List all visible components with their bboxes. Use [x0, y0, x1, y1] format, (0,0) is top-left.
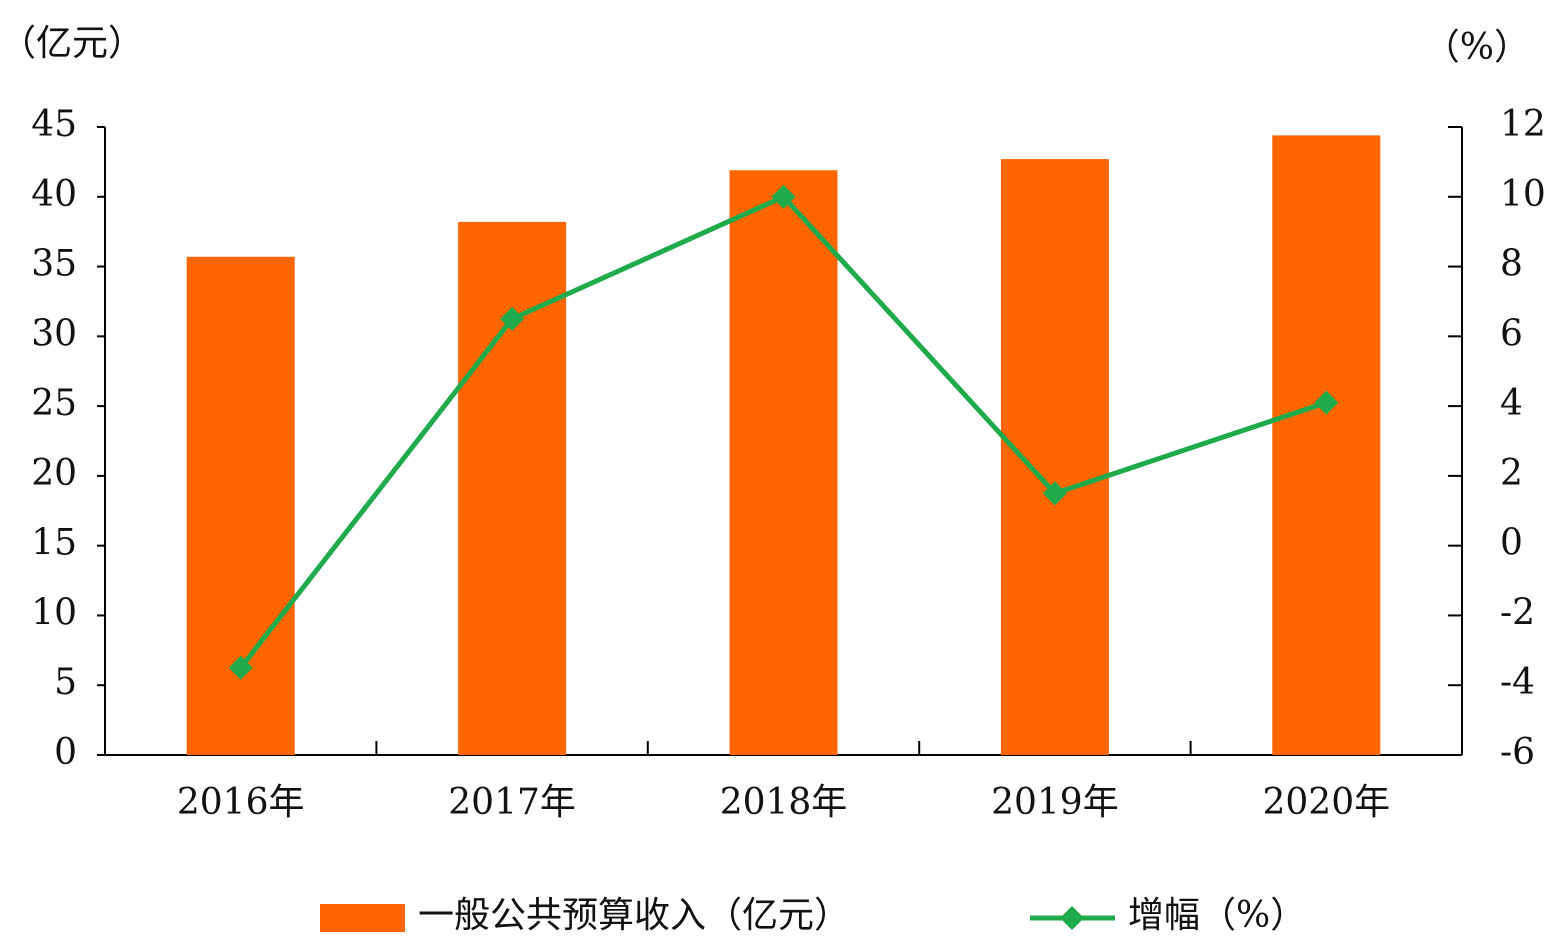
y2-tick-label: 8 — [1500, 244, 1523, 285]
y-tick-label: 15 — [31, 523, 77, 564]
x-tick-label: 2017年 — [448, 782, 576, 823]
bar — [1272, 135, 1381, 755]
y-tick-label: 30 — [31, 313, 77, 354]
y2-tick-label: 2 — [1500, 453, 1523, 494]
y-tick-label: 5 — [54, 662, 77, 703]
y2-tick-label: 0 — [1500, 523, 1523, 564]
y2-tick-label: -6 — [1500, 732, 1535, 773]
x-tick-label: 2020年 — [1262, 782, 1390, 823]
y2-axis-label: （%） — [1424, 27, 1530, 68]
y-tick-label: 40 — [31, 174, 77, 215]
line-marker — [228, 655, 253, 680]
bar — [729, 170, 838, 756]
y-axis-label: （亿元） — [0, 23, 144, 64]
y2-tick-label: 4 — [1500, 383, 1523, 424]
y2-tick-label: 6 — [1500, 313, 1523, 354]
y-tick-label: 45 — [31, 104, 77, 145]
y-tick-label: 10 — [31, 592, 77, 633]
line-marker — [771, 184, 796, 209]
line-marker — [1314, 390, 1339, 415]
legend-swatch — [320, 904, 405, 932]
legend-label: 一般公共预算收入（亿元） — [418, 895, 850, 936]
y-tick-label: 25 — [31, 383, 77, 424]
bar — [1000, 159, 1109, 755]
y2-tick-label: 10 — [1500, 174, 1546, 215]
y2-tick-label: -4 — [1500, 662, 1535, 703]
x-tick-label: 2018年 — [720, 782, 848, 823]
y-tick-label: 0 — [54, 732, 77, 773]
y-tick-label: 35 — [31, 244, 77, 285]
legend-marker — [1060, 906, 1084, 930]
line-marker — [1042, 481, 1067, 506]
y-tick-label: 20 — [31, 453, 77, 494]
x-tick-label: 2019年 — [991, 782, 1119, 823]
y2-tick-label: -2 — [1500, 592, 1535, 633]
x-tick-label: 2016年 — [177, 782, 305, 823]
line-marker — [500, 306, 525, 331]
bar — [186, 256, 295, 755]
legend-label: 增幅（%） — [1128, 895, 1306, 936]
y2-tick-label: 12 — [1500, 104, 1546, 145]
